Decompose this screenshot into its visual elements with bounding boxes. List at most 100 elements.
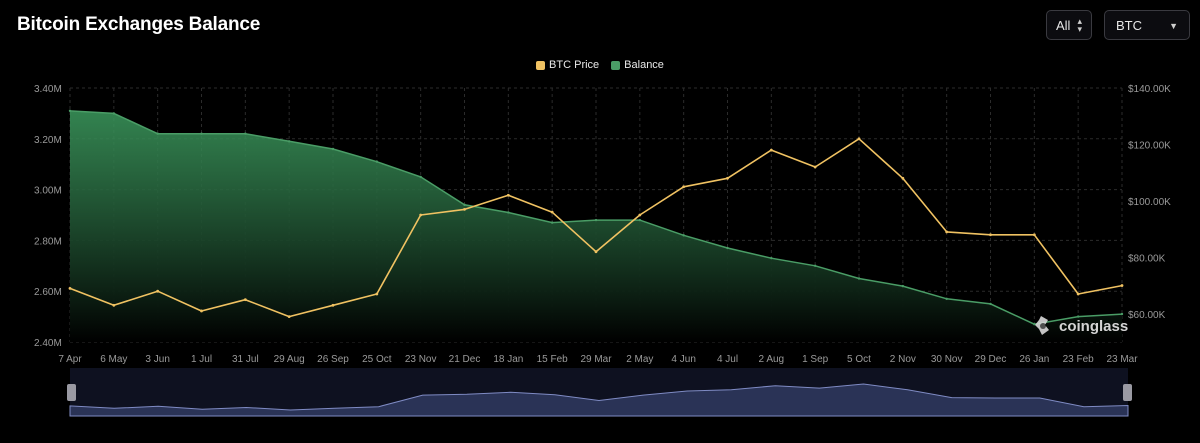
btc-price-point [1076, 292, 1080, 296]
x-tick-label: 29 Mar [580, 354, 612, 365]
y-right-tick-label: $140.00K [1128, 84, 1171, 95]
asset-select[interactable]: BTC ▼ [1104, 10, 1190, 40]
x-tick-label: 1 Sep [802, 354, 829, 365]
x-tick-label: 1 Jul [191, 354, 212, 365]
balance-point [857, 277, 861, 280]
chart-legend: BTC Price Balance [0, 59, 1200, 71]
x-tick-label: 6 May [100, 354, 127, 365]
balance-point [68, 109, 72, 113]
x-tick-label: 5 Oct [847, 354, 871, 365]
y-left-tick-label: 2.40M [34, 338, 62, 349]
x-tick-label: 18 Jan [493, 354, 523, 365]
y-left-tick-label: 3.20M [34, 135, 62, 146]
btc-price-point [1120, 284, 1124, 287]
range-select-value: All [1056, 17, 1071, 33]
btc-price-point [375, 292, 379, 296]
balance-point [770, 256, 773, 260]
y-right-tick-label: $120.00K [1128, 140, 1171, 151]
btc-price-point [813, 165, 817, 169]
y-left-tick-label: 2.80M [34, 236, 62, 247]
x-tick-label: 23 Nov [405, 354, 437, 365]
balance-point [550, 221, 554, 224]
btc-price-point [1032, 233, 1036, 237]
balance-point [726, 246, 729, 250]
legend-swatch-balance [611, 60, 621, 70]
balance-point [638, 218, 642, 222]
balance-point [375, 160, 379, 163]
balance-point [813, 264, 817, 267]
x-tick-label: 25 Oct [362, 354, 392, 365]
x-tick-label: 4 Jul [717, 354, 738, 365]
navigator-handle-left[interactable] [67, 384, 76, 401]
legend-label-balance: Balance [624, 59, 664, 71]
btc-price-point [200, 309, 203, 313]
x-tick-label: 2 May [626, 354, 653, 365]
coinglass-watermark-text: coinglass [1059, 318, 1128, 335]
navigator-handle-right[interactable] [1123, 384, 1132, 401]
y-left-tick-label: 3.00M [34, 186, 62, 197]
navigator-series [69, 383, 1129, 417]
x-tick-label: 21 Dec [449, 354, 481, 365]
caret-down-icon: ▼ [1169, 21, 1178, 31]
btc-price-point [901, 176, 905, 180]
x-tick-label: 23 Mar [1106, 354, 1138, 365]
x-tick-label: 2 Aug [759, 354, 785, 365]
x-tick-label: 23 Feb [1063, 354, 1095, 365]
legend-item-btc-price[interactable]: BTC Price [536, 59, 599, 71]
balance-point [156, 132, 159, 135]
balance-point [989, 302, 992, 306]
x-tick-label: 26 Jan [1019, 354, 1049, 365]
sort-updown-icon: ▴ ▾ [1077, 16, 1082, 34]
btc-price-point [682, 185, 686, 189]
y-right-tick-label: $60.00K [1128, 310, 1166, 321]
y-right-tick-label: $80.00K [1128, 253, 1166, 264]
btc-price-point [945, 230, 949, 234]
x-tick-label: 29 Dec [975, 354, 1007, 365]
btc-price-point [156, 289, 160, 293]
x-tick-label: 7 Apr [58, 354, 82, 365]
balance-point [331, 147, 335, 151]
btc-price-point [989, 233, 992, 237]
legend-swatch-btc-price [536, 60, 546, 70]
btc-price-point [463, 207, 466, 211]
balance-point [463, 203, 466, 207]
btc-price-point [638, 213, 642, 217]
range-navigator[interactable] [67, 368, 1132, 417]
balance-point [200, 132, 203, 135]
btc-price-point [287, 315, 291, 318]
balance-point [901, 284, 905, 288]
x-tick-label: 4 Jun [671, 354, 695, 365]
btc-price-point [68, 286, 72, 290]
x-tick-label: 26 Sep [317, 354, 349, 365]
btc-price-point [857, 137, 861, 141]
balance-point [1120, 312, 1124, 316]
range-select[interactable]: All ▴ ▾ [1046, 10, 1092, 40]
btc-price-point [594, 250, 598, 254]
btc-price-point [726, 176, 729, 180]
balance-point [1076, 315, 1080, 318]
x-tick-label: 31 Jul [232, 354, 259, 365]
balance-point [594, 218, 598, 222]
balance-area [70, 110, 1122, 343]
balance-point [682, 234, 685, 237]
legend-item-balance[interactable]: Balance [611, 59, 664, 71]
btc-price-point [419, 213, 423, 217]
coinglass-watermark: coinglass [1035, 316, 1128, 335]
x-tick-label: 30 Nov [931, 354, 963, 365]
btc-price-point [506, 193, 510, 197]
balance-point [419, 175, 422, 179]
page-title: Bitcoin Exchanges Balance [17, 14, 261, 35]
btc-price-point [769, 148, 773, 152]
coinglass-logo-icon [1035, 316, 1049, 335]
btc-price-point [112, 303, 116, 307]
balance-point [287, 140, 291, 143]
btc-price-point [243, 298, 247, 302]
y-right-tick-label: $100.00K [1128, 197, 1171, 208]
x-tick-label: 2 Nov [890, 354, 916, 365]
legend-label-btc-price: BTC Price [549, 59, 600, 71]
balance-point [1033, 323, 1036, 326]
y-left-tick-label: 2.60M [34, 287, 62, 298]
x-tick-label: 3 Jun [145, 354, 169, 365]
y-left-tick-label: 3.40M [34, 84, 62, 95]
btc-price-point [331, 303, 335, 307]
